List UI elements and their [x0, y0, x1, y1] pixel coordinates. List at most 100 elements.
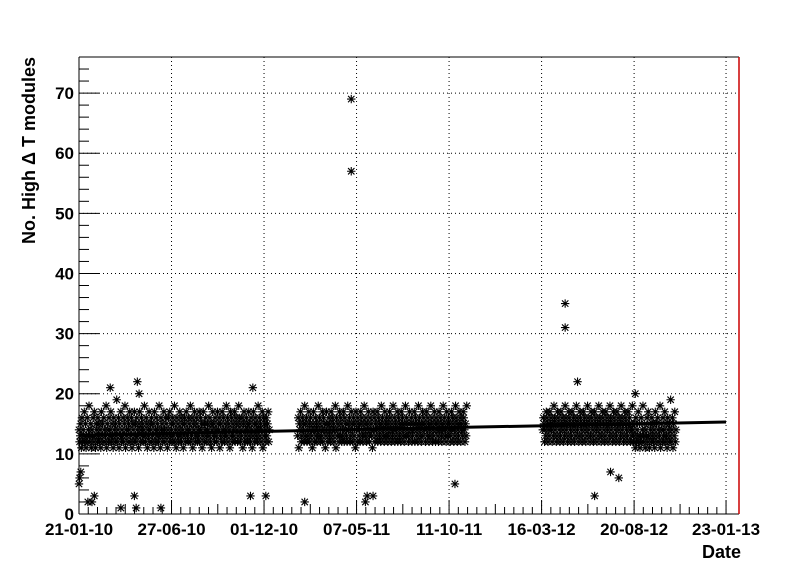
- asterisk-marker-path: [361, 497, 370, 507]
- asterisk-marker-path: [165, 407, 174, 416]
- asterisk-marker-path: [258, 443, 268, 453]
- asterisk-marker-path: [262, 431, 272, 441]
- asterisk-marker-path: [121, 443, 130, 453]
- asterisk-marker-path: [671, 437, 680, 447]
- asterisk-marker-path: [594, 401, 603, 410]
- data-point: [583, 401, 592, 410]
- data-point: [308, 443, 317, 453]
- data-point: [635, 419, 644, 429]
- y-tick-label: 30: [55, 325, 74, 344]
- outlier-point: [560, 299, 570, 308]
- data-point: [459, 407, 468, 416]
- data-point: [360, 401, 369, 410]
- data-point: [137, 413, 146, 422]
- asterisk-marker-path: [104, 413, 114, 422]
- data-point: [127, 443, 137, 453]
- asterisk-marker-path: [108, 443, 118, 453]
- data-point: [101, 401, 111, 410]
- asterisk-marker-path: [614, 473, 623, 483]
- asterisk-marker-path: [147, 413, 156, 422]
- outlier-point: [106, 383, 115, 392]
- data-point: [134, 443, 143, 453]
- outlier-point: [361, 497, 370, 507]
- asterisk-marker-path: [186, 401, 195, 410]
- asterisk-marker-path: [572, 401, 581, 410]
- data-point: [568, 407, 577, 416]
- asterisk-marker-path: [127, 443, 137, 453]
- data-point: [402, 413, 411, 422]
- asterisk-marker-path: [86, 419, 95, 429]
- asterisk-marker-path: [242, 413, 251, 422]
- asterisk-marker-path: [447, 407, 456, 416]
- asterisk-marker-path: [175, 407, 184, 416]
- data-point: [234, 401, 243, 410]
- asterisk-marker-path: [616, 401, 626, 410]
- asterisk-marker-path: [651, 407, 660, 416]
- data-point: [130, 407, 139, 416]
- asterisk-marker-path: [116, 407, 126, 416]
- data-point: [653, 413, 662, 422]
- data-point: [97, 407, 106, 416]
- outlier-point: [87, 497, 97, 507]
- data-point: [263, 419, 272, 429]
- asterisk-marker-path: [590, 491, 599, 501]
- asterisk-marker-path: [459, 413, 469, 422]
- asterisk-marker-path: [93, 413, 103, 422]
- asterisk-marker-path: [304, 407, 314, 416]
- asterisk-marker-path: [159, 407, 169, 416]
- data-point: [329, 437, 339, 447]
- asterisk-marker-path: [154, 401, 164, 410]
- data-point: [339, 407, 348, 416]
- data-point: [630, 419, 639, 429]
- data-point: [264, 437, 273, 447]
- data-point: [140, 401, 149, 410]
- asterisk-marker-path: [84, 401, 94, 410]
- data-point: [631, 413, 641, 422]
- asterisk-marker-path: [434, 407, 444, 416]
- asterisk-marker-path: [114, 413, 123, 422]
- asterisk-marker-path: [109, 413, 118, 422]
- asterisk-marker-path: [88, 413, 98, 422]
- outlier-point: [368, 491, 378, 501]
- data-point: [175, 407, 184, 416]
- asterisk-marker-path: [98, 419, 107, 429]
- asterisk-marker-path: [583, 401, 592, 410]
- data-point: [104, 413, 114, 422]
- data-point: [213, 407, 222, 416]
- asterisk-marker-path: [573, 377, 582, 386]
- data-point: [162, 419, 171, 429]
- asterisk-marker-path: [97, 407, 106, 416]
- data-point: [343, 401, 352, 410]
- asterisk-marker-path: [364, 407, 373, 416]
- data-point: [663, 413, 672, 422]
- data-point: [179, 443, 188, 453]
- asterisk-marker-path: [294, 443, 304, 453]
- asterisk-marker-path: [451, 401, 460, 410]
- asterisk-marker-path: [460, 425, 469, 435]
- asterisk-marker-path: [670, 407, 679, 416]
- asterisk-marker-path: [327, 407, 336, 416]
- asterisk-marker-path: [656, 443, 665, 453]
- data-point: [208, 407, 217, 416]
- data-point: [163, 443, 172, 453]
- data-point: [380, 407, 390, 416]
- asterisk-marker-path: [340, 413, 349, 422]
- asterisk-marker-path: [545, 407, 555, 416]
- asterisk-marker-path: [636, 413, 646, 422]
- data-point: [405, 407, 414, 416]
- data-point: [91, 443, 100, 453]
- asterisk-marker-path: [153, 419, 162, 429]
- asterisk-marker-path: [652, 419, 661, 429]
- asterisk-marker-path: [306, 413, 315, 422]
- asterisk-marker-path: [460, 437, 470, 447]
- data-point: [296, 407, 305, 416]
- asterisk-marker-path: [365, 437, 374, 447]
- asterisk-marker-path: [462, 401, 471, 410]
- asterisk-marker-path: [149, 443, 159, 453]
- data-point: [351, 443, 360, 453]
- asterisk-marker-path: [308, 443, 317, 453]
- data-point: [461, 419, 470, 429]
- asterisk-marker-path: [81, 443, 91, 453]
- data-point: [141, 413, 151, 422]
